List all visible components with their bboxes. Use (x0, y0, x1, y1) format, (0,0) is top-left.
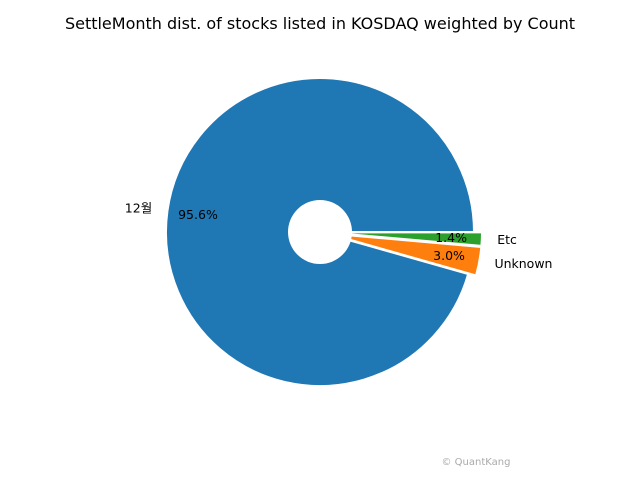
slice-label: Etc (497, 232, 517, 247)
pie-slice (327, 231, 483, 247)
slice-label: 12월 (125, 201, 152, 216)
slice-label: Unknown (494, 256, 552, 271)
watermark: © QuantKang (442, 457, 511, 468)
donut-hole (288, 200, 352, 264)
slice-percent-label: 3.0% (433, 248, 465, 263)
chart-title: SettleMonth dist. of stocks listed in KO… (65, 14, 575, 33)
pie-slice (327, 232, 483, 277)
slice-percent-label: 1.4% (435, 230, 467, 245)
pie-labels: 12월 95.6% Unknown 3.0% Etc 1.4% (125, 201, 553, 271)
slice-percent-label: 95.6% (178, 207, 218, 222)
